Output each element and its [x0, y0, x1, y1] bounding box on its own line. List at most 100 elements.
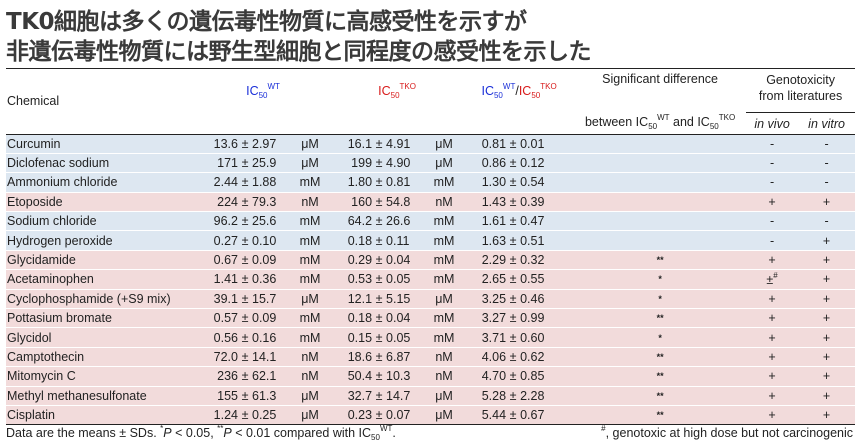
- ratio-sd: 0.01: [520, 133, 575, 154]
- plus-minus: ±: [506, 133, 521, 154]
- in-vivo-result: -: [746, 230, 799, 251]
- significance-mark: [574, 172, 747, 193]
- chemical-name: Acetaminophen: [6, 269, 196, 290]
- in-vivo-result: +: [746, 288, 799, 309]
- ic50-tko-mean: 32.7: [330, 385, 373, 406]
- in-vitro-result: -: [798, 172, 856, 193]
- header-ic50-tko: IC50TKO: [330, 68, 465, 113]
- ic50-tko-mean: 16.1: [330, 133, 373, 154]
- plus-minus: ±: [372, 308, 387, 328]
- in-vivo-result: -: [746, 211, 799, 231]
- chemical-name: Curcumin: [6, 133, 196, 154]
- plus-minus: ±: [506, 308, 521, 328]
- ic50-wt-sd: 0.16: [252, 327, 290, 348]
- in-vivo-result: +: [746, 366, 799, 387]
- ic50-wt-mean: 224: [196, 191, 238, 212]
- ic50-tko-sd: 0.05: [386, 269, 425, 290]
- table-row: Sodium chloride 96.2 ±25.6 mM 64.2 ±26.6 mM 1.6…: [6, 211, 856, 231]
- ic50-tko-unit: mM: [424, 269, 465, 290]
- table-row: Glycidamide 0.67 ±0.09 mM 0.29 ±0.04 mM 2.29 ±0.…: [6, 249, 856, 270]
- ratio-sd: 2.28: [520, 385, 575, 406]
- chemical-name: Diclofenac sodium: [6, 152, 196, 173]
- ic50-tko-sd: 0.07: [386, 404, 425, 426]
- ratio-sd: 0.60: [520, 327, 575, 348]
- ic50-wt-mean: 0.27: [196, 230, 238, 251]
- header-significant-difference-between: between IC50WT and IC50TKO: [584, 112, 736, 131]
- chemical-name: Glycidol: [6, 327, 196, 348]
- ic50-wt-sd: 25.6: [252, 211, 290, 231]
- ic50-tko-unit: nM: [424, 346, 465, 367]
- plus-minus: ±: [506, 346, 521, 367]
- in-vitro-result: +: [798, 346, 856, 367]
- ratio-mean: 4.06: [464, 346, 507, 367]
- in-vivo-result: +: [746, 191, 799, 212]
- ic50-tko-unit: nM: [424, 191, 465, 212]
- ic50-tko-sd: 6.87: [386, 346, 425, 367]
- plus-minus: ±: [238, 308, 252, 328]
- in-vitro-result: +: [798, 249, 856, 270]
- ratio-mean: 1.30: [464, 172, 507, 193]
- ic50-wt-unit: μM: [290, 152, 331, 173]
- ic50-tko-mean: 0.53: [330, 269, 373, 290]
- ic50-tko-unit: μM: [424, 404, 465, 426]
- ic50-wt-sd: 62.1: [252, 366, 290, 387]
- ratio-sd: 0.85: [520, 366, 575, 387]
- chemical-name: Cyclophosphamide (+S9 mix): [6, 288, 196, 309]
- ic50-wt-sd: 14.1: [252, 346, 290, 367]
- ratio-sd: 0.99: [520, 308, 575, 328]
- in-vitro-result: +: [798, 366, 856, 387]
- header-ic50-wt: IC50WT: [196, 68, 331, 113]
- header-genotoxicity: Genotoxicity from literatures: [746, 68, 856, 113]
- ratio-mean: 4.70: [464, 366, 507, 387]
- plus-minus: ±: [506, 366, 521, 387]
- significance-mark: **: [574, 366, 747, 387]
- plus-minus: ±: [506, 288, 521, 309]
- significance-mark: **: [574, 404, 747, 426]
- plus-minus: ±: [238, 288, 252, 309]
- in-vivo-result: ±#: [746, 269, 799, 290]
- header-ratio: IC50WT/IC50TKO: [464, 68, 575, 113]
- ic50-tko-sd: 54.8: [386, 191, 425, 212]
- in-vivo-result: +: [746, 308, 799, 328]
- plus-minus: ±: [506, 249, 521, 270]
- plus-minus: ±: [238, 366, 252, 387]
- table-row: Diclofenac sodium 171 ±25.9 μM 199 ±4.90 μM 0.8…: [6, 152, 856, 173]
- plus-minus: ±: [506, 172, 521, 193]
- in-vitro-result: +: [798, 404, 856, 426]
- ratio-sd: 0.51: [520, 230, 575, 251]
- plus-minus: ±: [238, 346, 252, 367]
- ic50-tko-sd: 0.81: [386, 172, 425, 193]
- ic50-wt-sd: 0.09: [252, 308, 290, 328]
- ic50-tko-unit: mM: [424, 249, 465, 270]
- significance-mark: **: [574, 308, 747, 328]
- plus-minus: ±: [238, 385, 252, 406]
- ratio-sd: 0.12: [520, 152, 575, 173]
- chemical-name: Cisplatin: [6, 404, 196, 426]
- in-vitro-result: -: [798, 152, 856, 173]
- plus-minus: ±: [506, 211, 521, 231]
- significance-mark: **: [574, 346, 747, 367]
- table-row: Pottasium bromate 0.57 ±0.09 mM 0.18 ±0.04 mM 3…: [6, 308, 856, 328]
- plus-minus: ±: [372, 288, 387, 309]
- ic50-tko-sd: 5.15: [386, 288, 425, 309]
- ic50-wt-sd: 79.3: [252, 191, 290, 212]
- ic50-tko-mean: 0.18: [330, 308, 373, 328]
- ratio-mean: 2.65: [464, 269, 507, 290]
- plus-minus: ±: [506, 404, 521, 426]
- ratio-mean: 3.27: [464, 308, 507, 328]
- plus-minus: ±: [238, 249, 252, 270]
- in-vitro-result: +: [798, 269, 856, 290]
- plus-minus: ±: [372, 366, 387, 387]
- ratio-mean: 5.44: [464, 404, 507, 426]
- ic50-tko-unit: μM: [424, 133, 465, 154]
- plus-minus: ±: [506, 152, 521, 173]
- ic50-wt-unit: mM: [290, 327, 331, 348]
- ic50-tko-unit: mM: [424, 172, 465, 193]
- in-vitro-result: -: [798, 133, 856, 154]
- ic50-wt-mean: 0.57: [196, 308, 238, 328]
- in-vivo-result: +: [746, 404, 799, 426]
- ic50-table: Chemical IC50WT IC50TKO IC50WT/IC50TKO S…: [6, 68, 856, 426]
- significance-mark: [574, 191, 747, 212]
- ic50-tko-mean: 64.2: [330, 211, 373, 231]
- plus-minus: ±: [372, 211, 387, 231]
